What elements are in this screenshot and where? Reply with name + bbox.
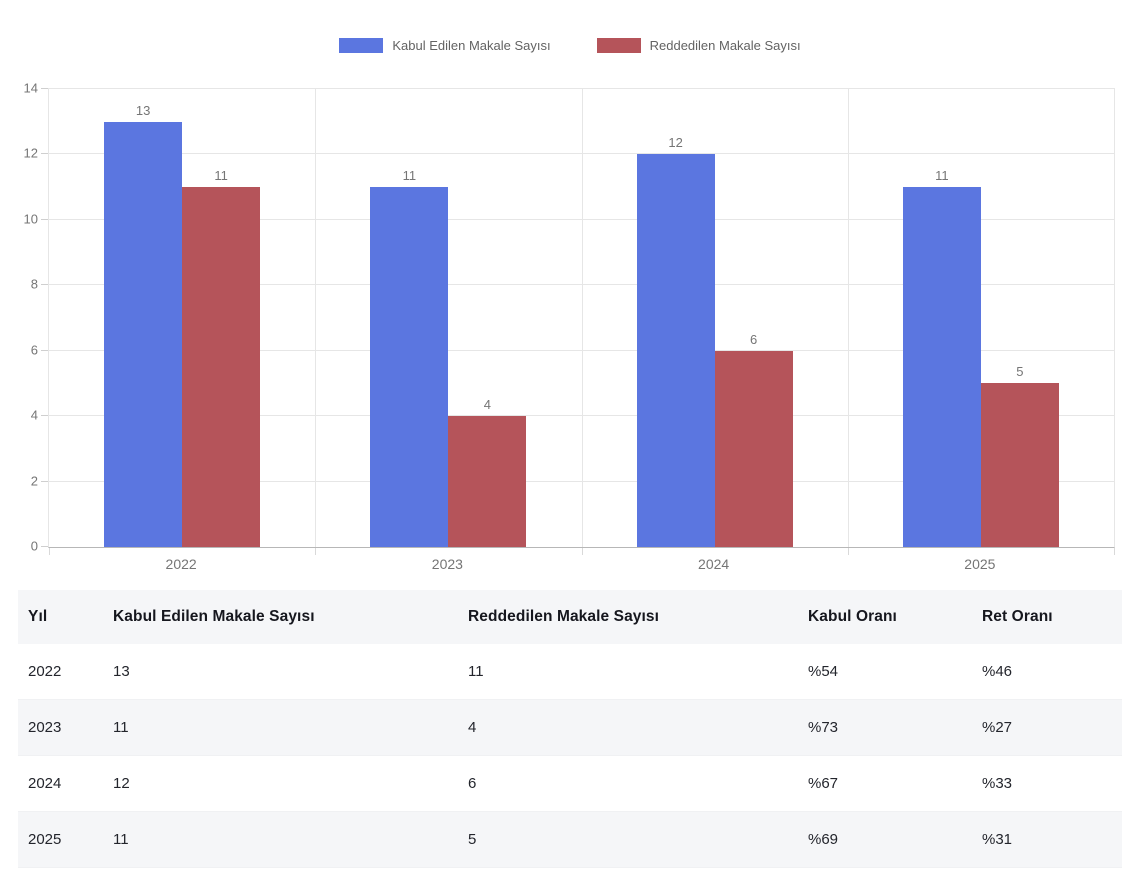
bar-reddedilen-makale-say-s-2024[interactable]: 6 — [714, 332, 793, 547]
x-axis-label-2025: 2025 — [964, 556, 996, 572]
legend-swatch-icon — [339, 38, 384, 53]
gridline-x-2 — [581, 89, 583, 547]
table-row-2022: 2022 13 11 %54 %46 — [18, 644, 1122, 700]
y-axis-label-6: 6 — [30, 342, 38, 358]
y-axis-label-2: 2 — [30, 473, 38, 489]
y-axis-tick-6 — [41, 349, 48, 351]
table-cell-kabul-edilen-makale-say-s-2022: 13 — [103, 644, 458, 700]
y-axis-label-0: 0 — [30, 538, 38, 554]
legend-label: Reddedilen Makale Sayısı — [649, 38, 801, 53]
results-table-wrap: Yıl Kabul Edilen Makale Sayısı Reddedilen … — [18, 590, 1122, 868]
y-axis-tick-14 — [41, 88, 48, 89]
legend-item-kabul-edilen-makale-say-s[interactable]: Kabul Edilen Makale Sayısı — [339, 38, 551, 53]
table-cell-ret-oran-2025: %31 — [972, 811, 1122, 868]
table-cell-kabul-oran-2023: %73 — [798, 699, 972, 756]
y-axis-label-14: 14 — [23, 80, 38, 96]
bar-kabul-edilen-makale-say-s-2023[interactable]: 11 — [370, 168, 449, 547]
table-body: 2022 13 11 %54 %46 2023 11 4 %73 %27 2024 12 6 %67 %33… — [18, 644, 1122, 868]
table-cell-kabul-oran-2024: %67 — [798, 755, 972, 812]
bar-value-label: 4 — [483, 397, 491, 413]
y-axis-tick-2 — [41, 480, 48, 482]
y-axis-label-10: 10 — [23, 211, 38, 227]
x-axis-tick-3 — [847, 548, 849, 555]
table-row-2024: 2024 12 6 %67 %33 — [18, 755, 1122, 812]
bar-value-label: 13 — [135, 102, 151, 118]
bar-value-label: 11 — [935, 168, 949, 184]
x-axis-tick-2 — [581, 548, 583, 555]
bar-kabul-edilen-makale-say-s-2024[interactable]: 12 — [636, 135, 715, 547]
table-cell-kabul-edilen-makale-say-s-2025: 11 — [103, 811, 458, 868]
table-cell-ret-oran-2024: %33 — [972, 755, 1122, 812]
table-cell-reddedilen-makale-say-s-2024: 6 — [458, 755, 798, 812]
x-axis-tick-4 — [1114, 548, 1115, 555]
bar-reddedilen-makale-say-s-2022[interactable]: 11 — [182, 168, 261, 547]
legend-label: Kabul Edilen Makale Sayısı — [392, 38, 551, 53]
y-axis-tick-4 — [41, 415, 48, 417]
bar-group-2025: 11 5 — [848, 89, 1114, 547]
bar-reddedilen-makale-say-s-2023[interactable]: 4 — [448, 397, 527, 547]
bar-value-label: 11 — [402, 168, 417, 184]
table-cell-y-l-2023: 2023 — [18, 699, 103, 756]
bar-group-2023: 11 4 — [315, 89, 581, 547]
plot-area: 13 11 11 4 12 6 11 5 — [48, 88, 1115, 555]
gridline-x-3 — [847, 89, 849, 547]
table-cell-reddedilen-makale-say-s-2023: 4 — [458, 699, 798, 756]
x-axis-label-2022: 2022 — [165, 556, 197, 572]
x-axis-tick-1 — [315, 548, 317, 555]
bar-group-2024: 12 6 — [582, 89, 848, 547]
table-header-y-l: Yıl — [18, 590, 103, 644]
y-axis-tick-12 — [41, 153, 48, 155]
table-row-2023: 2023 11 4 %73 %27 — [18, 699, 1122, 756]
table-cell-kabul-oran-2022: %54 — [798, 644, 972, 700]
legend-swatch-icon — [596, 38, 641, 53]
x-axis-label-2024: 2024 — [698, 556, 730, 572]
bar-value-label: 11 — [214, 168, 228, 184]
table-cell-kabul-edilen-makale-say-s-2024: 12 — [103, 755, 458, 812]
x-axis-tick-0 — [49, 548, 50, 555]
table-cell-ret-oran-2022: %46 — [972, 644, 1122, 700]
bar-kabul-edilen-makale-say-s-2025[interactable]: 11 — [902, 168, 981, 547]
chart-legend: Kabul Edilen Makale Sayısı Reddedilen Mak… — [0, 38, 1140, 53]
bar-group-2022: 13 11 — [49, 89, 315, 547]
table-cell-reddedilen-makale-say-s-2022: 11 — [458, 644, 798, 700]
y-axis-label-8: 8 — [30, 276, 38, 292]
y-axis-label-12: 12 — [23, 145, 38, 161]
bar-kabul-edilen-makale-say-s-2022[interactable]: 13 — [104, 103, 183, 547]
results-table: Yıl Kabul Edilen Makale Sayısı Reddedilen … — [18, 590, 1122, 868]
y-axis-tick-0 — [41, 546, 48, 547]
gridline-x-1 — [315, 89, 317, 547]
table-cell-y-l-2025: 2025 — [18, 811, 103, 868]
table-cell-ret-oran-2023: %27 — [972, 699, 1122, 756]
y-axis-label-4: 4 — [30, 407, 38, 423]
table-header-reddedilen-makale-say-s: Reddedilen Makale Sayısı — [458, 590, 798, 644]
legend-item-reddedilen-makale-say-s[interactable]: Reddedilen Makale Sayısı — [596, 38, 801, 53]
bar-value-label: 12 — [668, 135, 683, 151]
x-axis-label-2023: 2023 — [431, 556, 463, 572]
table-cell-kabul-edilen-makale-say-s-2023: 11 — [103, 699, 458, 756]
table-header-row: Yıl Kabul Edilen Makale Sayısı Reddedilen … — [18, 590, 1122, 644]
y-axis: 0 2 4 6 8 10 12 14 — [0, 81, 48, 554]
y-axis-tick-8 — [41, 284, 48, 286]
bar-value-label: 5 — [1016, 364, 1024, 380]
articles-bar-chart: Kabul Edilen Makale Sayısı Reddedilen Mak… — [0, 38, 1140, 572]
table-header-kabul-edilen-makale-say-s: Kabul Edilen Makale Sayısı — [103, 590, 458, 644]
table-cell-y-l-2022: 2022 — [18, 644, 103, 700]
table-cell-kabul-oran-2025: %69 — [798, 811, 972, 868]
bar-reddedilen-makale-say-s-2025[interactable]: 5 — [980, 364, 1059, 547]
table-cell-reddedilen-makale-say-s-2025: 5 — [458, 811, 798, 868]
y-axis-tick-10 — [41, 218, 48, 220]
bar-value-label: 6 — [750, 331, 758, 347]
table-header-kabul-oran: Kabul Oranı — [798, 590, 972, 644]
table-row-2025: 2025 11 5 %69 %31 — [18, 811, 1122, 868]
table-header-ret-oran: Ret Oranı — [972, 590, 1122, 644]
table-cell-y-l-2024: 2024 — [18, 755, 103, 812]
